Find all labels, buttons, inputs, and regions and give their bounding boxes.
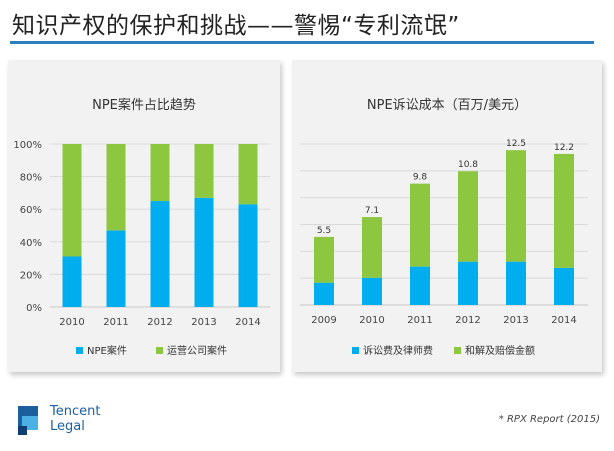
x-tick-label: 2012 xyxy=(455,315,480,326)
bar-segment xyxy=(62,256,82,307)
legend-swatch xyxy=(76,347,83,354)
legend-swatch xyxy=(454,347,461,354)
bar-segment xyxy=(458,261,478,305)
bar-segment xyxy=(238,204,258,307)
bar-segment xyxy=(194,197,214,307)
bar-segment xyxy=(194,144,214,198)
npe-share-chart-svg: 0% 20% 40% 60% 80% 100% 2010 2011 2012 2013 2014 NP… xyxy=(13,140,270,357)
bar-segment xyxy=(506,150,526,262)
legend-label: 和解及赔偿金额 xyxy=(465,344,535,357)
bar-segment xyxy=(410,183,430,267)
x-tick-label: 2010 xyxy=(59,317,84,328)
tencent-legal-logo: Tencent Legal xyxy=(18,404,128,444)
bar-segment xyxy=(458,171,478,262)
total-label: 7.1 xyxy=(365,206,379,216)
x-tick-label: 2014 xyxy=(235,317,260,328)
total-label: 12.5 xyxy=(506,139,526,149)
y-tick-label: 0% xyxy=(26,303,42,314)
legend-label: NPE案件 xyxy=(87,344,127,357)
page-title: 知识产权的保护和挑战——警惕“专利流氓” xyxy=(12,13,460,39)
x-tick-label: 2010 xyxy=(359,315,384,326)
bar-segment xyxy=(554,153,574,268)
bar-segment xyxy=(106,144,126,231)
tencent-legal-logo-icon xyxy=(18,406,38,435)
npe-cost-chart-svg: 5.5 2009 7.1 2010 9.8 2011 10.8 2012 12.5 2013 12.… xyxy=(300,139,588,357)
bar-segment xyxy=(410,266,430,305)
y-tick-label: 100% xyxy=(13,140,42,151)
y-tick-label: 40% xyxy=(20,238,42,249)
bar-segment xyxy=(506,261,526,305)
source-note: * RPX Report (2015) xyxy=(498,414,600,425)
y-tick-label: 60% xyxy=(20,205,42,216)
logo-line-1: Tencent xyxy=(50,404,101,419)
legend-label: 诉讼费及律师费 xyxy=(363,344,433,357)
x-tick-label: 2012 xyxy=(147,317,172,328)
title-divider xyxy=(10,41,594,44)
bar-segment xyxy=(314,282,334,305)
x-tick-label: 2009 xyxy=(311,315,336,326)
bar-segment xyxy=(314,236,334,283)
total-label: 12.2 xyxy=(554,143,574,153)
bar-segment xyxy=(362,277,382,305)
bar-segment xyxy=(106,230,126,307)
bar-segment xyxy=(554,267,574,305)
x-tick-label: 2011 xyxy=(407,315,432,326)
y-tick-label: 20% xyxy=(20,270,42,281)
bar-segment xyxy=(238,144,258,205)
bar-segment xyxy=(150,201,170,307)
legend-label: 运营公司案件 xyxy=(167,344,227,357)
bar-segment xyxy=(62,144,82,257)
x-tick-label: 2013 xyxy=(503,315,528,326)
total-label: 10.8 xyxy=(458,160,478,170)
chart-title: NPE诉讼成本（百万/美元） xyxy=(366,98,528,113)
x-tick-label: 2014 xyxy=(551,315,576,326)
logo-line-2: Legal xyxy=(50,419,85,434)
npe-cost-chart: NPE诉讼成本（百万/美元） 5.5 2009 7.1 2010 9.8 2011 10.8… xyxy=(292,60,602,372)
x-tick-label: 2011 xyxy=(103,317,128,328)
y-tick-label: 80% xyxy=(20,173,42,184)
chart-title: NPE案件占比趋势 xyxy=(92,98,196,113)
bar-segment xyxy=(150,144,170,202)
legend-swatch xyxy=(352,347,359,354)
total-label: 9.8 xyxy=(413,173,428,183)
npe-share-chart: NPE案件占比趋势 0% 20% 40% 60% 80% 100% 2010 2011 2012… xyxy=(8,60,280,372)
bar-segment xyxy=(362,217,382,278)
total-label: 5.5 xyxy=(317,226,331,236)
x-tick-label: 2013 xyxy=(191,317,216,328)
legend-swatch xyxy=(156,347,163,354)
